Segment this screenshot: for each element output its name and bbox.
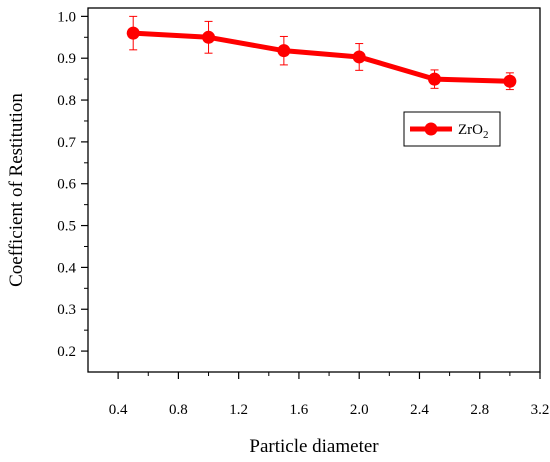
y-tick-label: 0.7 — [57, 135, 76, 151]
y-tick-label: 0.2 — [57, 344, 76, 360]
y-tick-label: 1.0 — [57, 9, 76, 25]
y-tick-label: 0.4 — [57, 260, 76, 276]
x-tick-label: 1.2 — [229, 402, 248, 418]
data-point — [277, 44, 291, 58]
plot-frame — [87, 7, 541, 373]
x-tick-label: 1.6 — [290, 402, 309, 418]
y-tick-label: 0.5 — [57, 219, 76, 235]
legend-marker — [424, 122, 438, 136]
data-point — [352, 50, 366, 64]
x-tick-label: 2.8 — [470, 402, 489, 418]
plot-layer: 0.4 0.8 1.2 1.6 2.0 2.4 2.8 3.2 0.2 0.3 0.4 0.5 0.6 0… — [57, 7, 550, 418]
y-tick-label: 0.8 — [57, 93, 76, 109]
legend: ZrO2 — [403, 111, 501, 147]
legend-label: ZrO2 — [458, 122, 489, 141]
x-tick-label: 0.8 — [169, 402, 188, 418]
x-tick-label: 3.2 — [531, 402, 550, 418]
series-line — [133, 30, 510, 84]
data-point — [202, 30, 216, 44]
x-tick-label: 0.4 — [109, 402, 128, 418]
legend-label-base: ZrO — [458, 122, 483, 138]
y-tick-label: 0.6 — [57, 177, 76, 193]
x-tick-label: 2.0 — [350, 402, 369, 418]
y-tick-label: 0.3 — [57, 302, 76, 318]
data-point — [126, 26, 140, 40]
legend-label-subscript: 2 — [483, 129, 489, 141]
x-axis-title: Particle diameter — [249, 436, 379, 457]
y-tick-label: 0.9 — [57, 51, 76, 67]
data-point — [503, 74, 517, 88]
x-tick-label: 2.4 — [410, 402, 429, 418]
data-point — [428, 72, 442, 86]
y-axis-title: Coefficient of Restitution — [6, 93, 27, 287]
